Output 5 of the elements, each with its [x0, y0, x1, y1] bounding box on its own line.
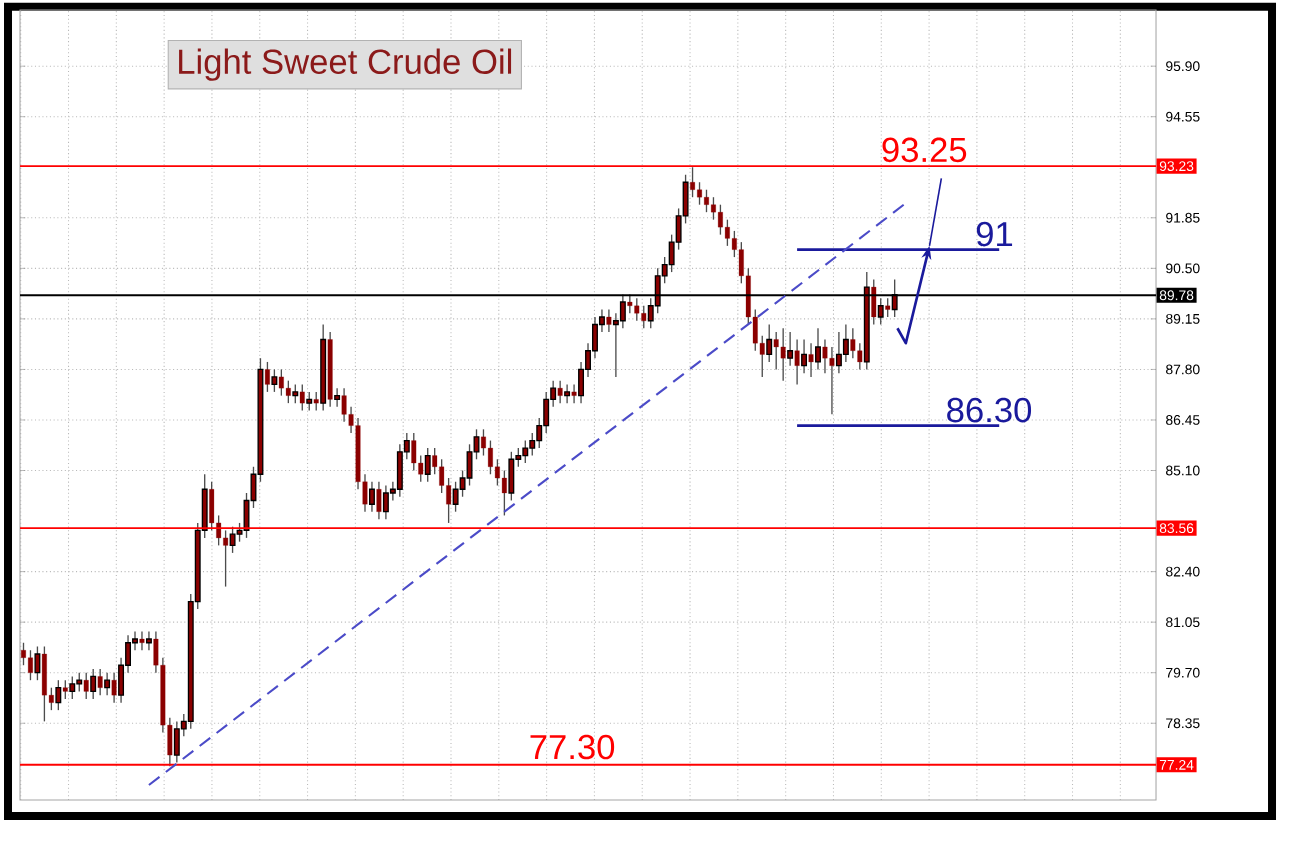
text: Light Sweet Crude Oil — [179, 48, 512, 81]
annotation: 91 — [976, 221, 1013, 247]
annotation: 93.25 — [882, 137, 967, 163]
annotation: 86.30 — [947, 397, 1032, 423]
annotation: 77.30 — [530, 734, 615, 760]
